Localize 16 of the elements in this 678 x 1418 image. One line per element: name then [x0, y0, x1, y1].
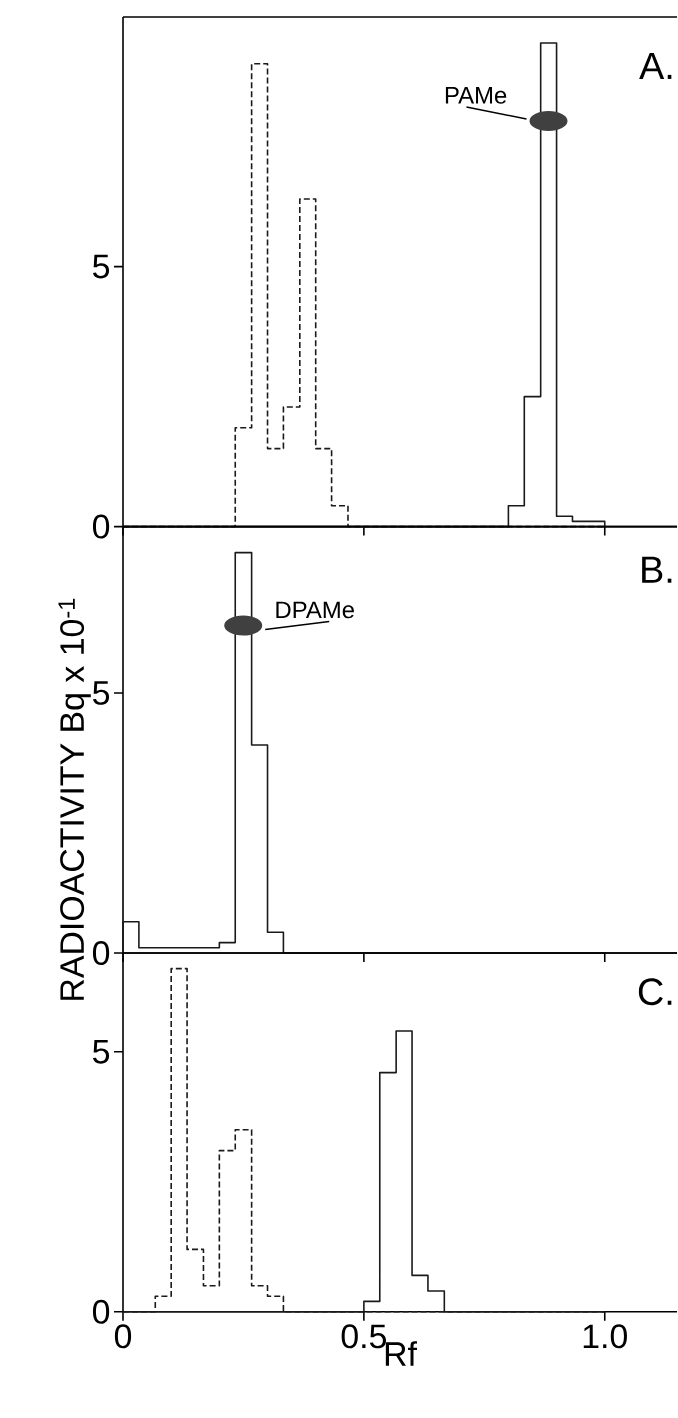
- y-tick-label: 5: [93, 1039, 110, 1064]
- y-axis-title: RADIOACTIVITY Bq x 10$^{-1}$: [58, 598, 91, 1000]
- y-tick-label: 5: [93, 681, 110, 705]
- annotation: PAMe: [445, 87, 507, 104]
- y-tick-label: 0: [92, 1299, 110, 1324]
- annotation: DPAMe: [276, 601, 354, 619]
- y-tick-label: 5: [93, 254, 110, 279]
- y-tick-label: 0: [92, 941, 110, 965]
- x-tick-label: 0: [114, 1324, 132, 1349]
- annotation: B.: [642, 556, 672, 583]
- x-tick-label: 0.5: [341, 1324, 386, 1349]
- annotation: A.: [639, 52, 672, 79]
- y-tick-label: 0: [92, 514, 110, 539]
- annotation: C.: [638, 978, 672, 1006]
- x-axis-title: Rf: [385, 1341, 417, 1366]
- x-tick-label: 1.0: [583, 1324, 627, 1349]
